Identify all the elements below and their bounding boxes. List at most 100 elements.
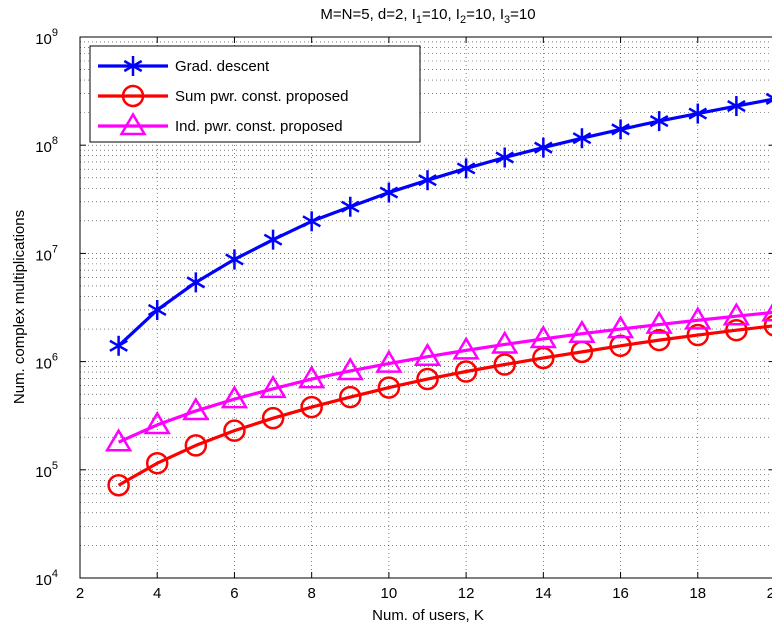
data-point-triangle: [182, 396, 210, 421]
asterisk-stroke: [611, 123, 630, 136]
data-point-triangle: [568, 319, 596, 344]
data-point-circle: [763, 314, 772, 337]
y-tick-label: 104: [35, 568, 58, 589]
asterisk-stroke: [765, 99, 772, 105]
data-point-asterisk: [123, 56, 143, 76]
data-point-circle: [339, 385, 362, 409]
data-point-triangle: [529, 324, 558, 349]
y-axis-label: Num. complex multiplications: [11, 210, 28, 404]
series-2: [107, 314, 772, 497]
data-point-triangle: [143, 410, 171, 435]
asterisk-stroke: [340, 200, 360, 213]
chart-title: M=N=5, d=2, I1=10, I2=10, I3=10: [320, 6, 535, 26]
data-point-triangle: [606, 315, 635, 339]
data-point-asterisk: [765, 92, 772, 105]
y-tick-label: 106: [35, 352, 58, 373]
data-point-circle: [725, 318, 748, 342]
data-point-circle: [686, 323, 710, 347]
asterisk-stroke: [572, 132, 592, 145]
data-point-circle: [647, 328, 671, 352]
asterisk-stroke: [123, 59, 143, 73]
data-point-asterisk: [534, 137, 553, 158]
asterisk-stroke: [688, 107, 708, 120]
data-point-asterisk: [611, 119, 630, 140]
asterisk-stroke: [379, 186, 399, 199]
data-point-asterisk: [418, 170, 437, 191]
legend: Grad. descent Sum pwr. const. proposed Ind…: [89, 45, 421, 143]
data-point-triangle: [220, 385, 249, 409]
asterisk-stroke: [109, 339, 128, 352]
data-point-triangle: [259, 374, 287, 399]
asterisk-stroke: [186, 276, 206, 289]
asterisk-stroke: [225, 253, 244, 266]
asterisk-stroke: [495, 151, 515, 164]
data-point-circle: [223, 419, 246, 442]
x-tick-label: 6: [230, 585, 238, 602]
data-point-asterisk: [495, 147, 515, 168]
x-tick-label: 8: [307, 585, 315, 602]
data-point-triangle: [297, 365, 326, 389]
legend-label: Ind. pwr. const. proposed: [175, 118, 343, 135]
data-point-triangle: [452, 336, 480, 360]
data-point-circle: [454, 360, 478, 383]
legend-label: Grad. descent: [175, 58, 270, 75]
data-point-triangle: [413, 342, 442, 366]
data-point-triangle: [722, 302, 751, 326]
y-tick-label: 105: [35, 460, 58, 481]
data-point-circle: [184, 434, 208, 457]
data-point-circle: [261, 406, 285, 430]
x-tick-label: 18: [689, 585, 706, 602]
legend-label: Sum pwr. const. proposed: [175, 88, 348, 105]
data-point-triangle: [336, 356, 364, 381]
x-tick-label: 12: [458, 585, 475, 602]
series-layer: [104, 92, 772, 497]
y-tick-label: 107: [35, 243, 58, 264]
x-tick-label: 14: [535, 585, 552, 602]
data-point-asterisk: [186, 272, 206, 293]
asterisk-stroke: [765, 92, 772, 99]
data-point-triangle: [375, 349, 403, 373]
data-point-circle: [493, 353, 516, 376]
data-point-circle: [377, 376, 401, 399]
data-point-asterisk: [649, 111, 669, 132]
data-point-asterisk: [263, 229, 283, 250]
asterisk-stroke: [263, 233, 283, 246]
data-point-circle: [609, 334, 632, 358]
axis-ticks: 2 4 6 8 10 12 14 16 18 20 104 105 106 107 108 109: [35, 27, 772, 602]
plot-frame: [79, 36, 772, 579]
asterisk-stroke: [727, 99, 746, 113]
data-point-triangle: [119, 112, 147, 136]
data-point-triangle: [104, 428, 133, 452]
y-tick-label: 109: [35, 27, 58, 48]
series-line: [117, 324, 772, 487]
data-point-triangle: [761, 303, 772, 322]
data-point-circle: [416, 367, 439, 391]
asterisk-stroke: [147, 303, 167, 317]
data-point-circle: [107, 473, 130, 497]
asterisk-stroke: [302, 215, 321, 228]
data-point-asterisk: [340, 196, 360, 217]
data-point-triangle: [684, 306, 712, 330]
data-point-asterisk: [572, 128, 592, 149]
data-point-asterisk: [727, 96, 746, 117]
x-axis-label: Num. of users, K: [372, 607, 484, 624]
data-point-asterisk: [379, 182, 399, 203]
x-tick-label: 2: [76, 585, 84, 602]
data-point-asterisk: [456, 158, 476, 179]
series-1: [109, 92, 772, 356]
x-tick-label: 20: [767, 585, 772, 602]
data-point-triangle: [645, 310, 673, 334]
asterisk-stroke: [649, 115, 669, 128]
data-point-asterisk: [302, 211, 321, 232]
data-point-asterisk: [688, 103, 708, 124]
asterisk-stroke: [418, 174, 437, 187]
x-tick-label: 16: [612, 585, 629, 602]
series-3: [104, 302, 772, 452]
x-tick-label: 4: [153, 585, 161, 602]
y-tick-label: 108: [35, 135, 58, 156]
data-point-circle: [300, 395, 323, 419]
data-point-asterisk: [147, 299, 167, 320]
asterisk-stroke: [534, 141, 553, 154]
data-point-circle: [121, 84, 145, 108]
